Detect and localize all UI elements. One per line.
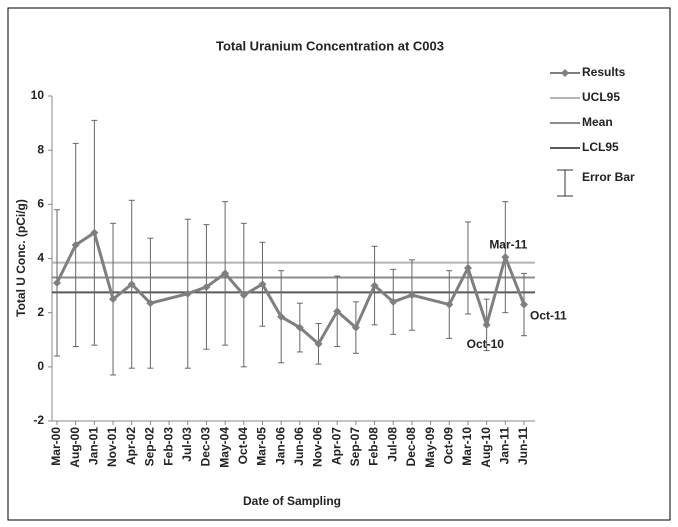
x-tick-label: Aug-00 [68, 427, 82, 468]
x-tick-label: Jun-11 [516, 427, 530, 465]
results-marker [277, 312, 286, 321]
annotation: Oct-11 [530, 309, 567, 323]
results-marker [239, 291, 248, 300]
legend-label: LCL95 [582, 140, 619, 154]
x-tick-label: Mar-10 [460, 427, 474, 466]
chart-title: Total Uranium Concentration at C003 [216, 38, 444, 53]
results-marker [146, 299, 155, 308]
results-marker [90, 228, 99, 237]
annotation: Oct-10 [467, 337, 505, 351]
x-tick-label: May-09 [423, 427, 437, 468]
results-marker [389, 297, 398, 306]
y-tick-label: 4 [37, 251, 44, 265]
results-marker [221, 269, 230, 278]
results-marker [109, 295, 118, 304]
x-tick-label: Oct-09 [441, 427, 455, 465]
y-tick-label: 8 [37, 142, 44, 156]
x-tick-label: May-04 [217, 427, 231, 468]
x-tick-label: Oct-04 [236, 427, 250, 465]
legend-marker [561, 69, 569, 77]
results-marker [501, 253, 510, 262]
x-tick-label: Jul-08 [385, 427, 399, 462]
x-tick-label: Jan-11 [497, 427, 511, 465]
x-tick-label: Sep-02 [143, 427, 157, 467]
y-axis-label: Total U Conc. (pCi/g) [14, 199, 28, 317]
chart-border [7, 7, 671, 521]
results-marker [202, 282, 211, 291]
x-tick-label: Jan-06 [273, 427, 287, 465]
y-tick-label: 10 [31, 88, 45, 102]
x-tick-label: Sep-07 [348, 427, 362, 467]
x-axis-label: Date of Sampling [243, 494, 341, 508]
results-marker [463, 263, 472, 272]
x-tick-label: Mar-00 [49, 427, 63, 466]
x-tick-label: Dec-08 [404, 427, 418, 467]
legend-label: Error Bar [582, 170, 635, 184]
x-tick-label: Nov-06 [311, 427, 325, 467]
x-tick-label: Nov-01 [105, 427, 119, 467]
x-tick-label: Feb-08 [367, 427, 381, 466]
results-marker [482, 320, 491, 329]
results-marker [407, 291, 416, 300]
results-marker [183, 289, 192, 298]
y-tick-label: -2 [33, 413, 44, 427]
legend-label: Mean [582, 115, 613, 129]
results-marker [445, 300, 454, 309]
results-marker [333, 307, 342, 316]
results-marker [370, 281, 379, 290]
x-tick-label: Apr-02 [124, 427, 138, 465]
y-tick-label: 6 [37, 197, 44, 211]
results-marker [520, 300, 528, 309]
x-tick-label: Feb-03 [161, 427, 175, 466]
x-tick-label: Aug-10 [479, 427, 493, 468]
results-marker [314, 339, 323, 348]
results-marker [53, 278, 61, 287]
results-marker [295, 323, 304, 332]
x-tick-label: Jun-06 [292, 427, 306, 466]
x-tick-label: Jul-03 [180, 427, 194, 462]
x-tick-label: Apr-07 [329, 427, 343, 465]
y-tick-label: 0 [37, 359, 44, 373]
results-marker [71, 240, 80, 249]
x-tick-label: Mar-05 [255, 427, 269, 466]
y-tick-label: 2 [37, 305, 44, 319]
results-marker [351, 323, 360, 332]
results-line [55, 230, 526, 347]
annotation: Mar-11 [489, 237, 527, 251]
results-marker [258, 280, 267, 289]
x-tick-label: Dec-03 [199, 427, 213, 467]
legend-label: Results [582, 65, 626, 79]
legend-label: UCL95 [582, 90, 620, 104]
x-tick-label: Jan-01 [87, 427, 101, 465]
results-marker [127, 280, 136, 289]
